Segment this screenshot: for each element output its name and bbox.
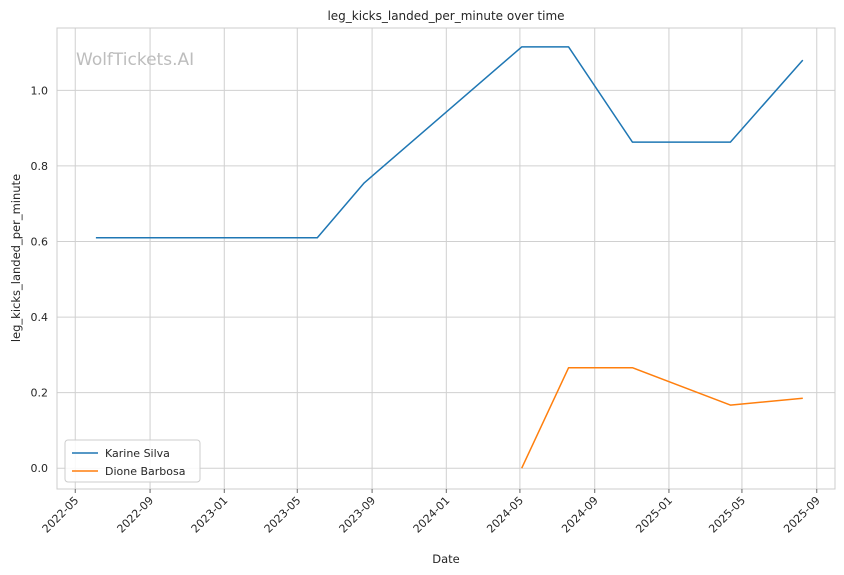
legend-box bbox=[64, 439, 201, 483]
y-axis-ticks: 0.0 0.2 0.4 0.6 0.8 1.0 bbox=[31, 84, 49, 475]
grid-lines bbox=[57, 28, 835, 489]
y-axis-label: leg_kicks_landed_per_minute bbox=[9, 174, 23, 342]
y-tick-label: 0.8 bbox=[31, 160, 49, 173]
x-tick-label: 2022-05 bbox=[40, 494, 82, 536]
y-tick-label: 0.2 bbox=[31, 387, 49, 400]
x-tick-label: 2022-09 bbox=[114, 494, 156, 536]
x-axis-label: Date bbox=[432, 552, 460, 566]
series-line-karine-silva bbox=[95, 46, 804, 239]
legend-label-dione-barbosa: Dione Barbosa bbox=[105, 465, 186, 478]
watermark: WolfTickets.AI bbox=[76, 50, 194, 70]
x-tick-label: 2024-09 bbox=[559, 494, 601, 536]
x-axis-ticks: 2022-05 2022-09 2023-01 2023-05 2023-09 2024-… bbox=[40, 489, 823, 536]
x-tick-label: 2025-09 bbox=[781, 494, 823, 536]
x-tick-label: 2025-01 bbox=[633, 494, 675, 536]
series-lines bbox=[95, 46, 804, 469]
series-line-dione-barbosa bbox=[521, 366, 803, 469]
y-tick-label: 0.0 bbox=[31, 462, 49, 475]
chart-title: leg_kicks_landed_per_minute over time bbox=[327, 9, 564, 23]
x-tick-label: 2024-01 bbox=[411, 494, 453, 536]
x-tick-label: 2024-05 bbox=[484, 494, 526, 536]
y-tick-label: 0.4 bbox=[31, 311, 49, 324]
x-tick-label: 2023-05 bbox=[262, 494, 304, 536]
legend-label-karine-silva: Karine Silva bbox=[105, 447, 170, 460]
y-tick-label: 1.0 bbox=[31, 84, 49, 97]
y-tick-label: 0.6 bbox=[31, 235, 49, 248]
x-tick-label: 2023-09 bbox=[337, 494, 379, 536]
x-tick-label: 2023-01 bbox=[189, 494, 231, 536]
x-tick-label: 2025-05 bbox=[706, 494, 748, 536]
legend: Karine Silva Dione Barbosa bbox=[64, 439, 201, 483]
